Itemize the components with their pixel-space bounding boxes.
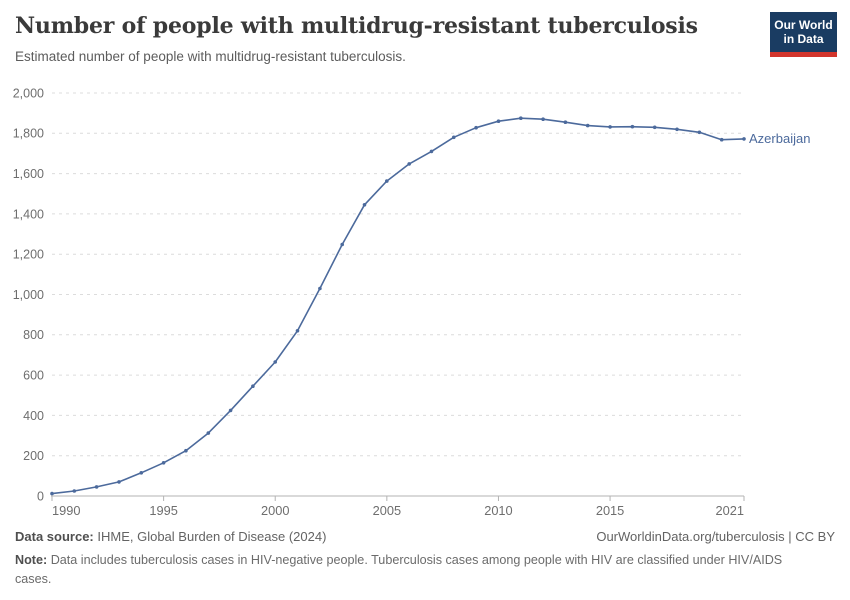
owid-logo-line1: Our World: [774, 18, 833, 32]
data-point[interactable]: [608, 125, 612, 129]
data-point[interactable]: [161, 461, 166, 465]
owid-logo-line2: in Data: [783, 32, 824, 47]
chart-footer: Data source: IHME, Global Burden of Dise…: [15, 529, 835, 589]
x-axis-tick-label: 2000: [261, 503, 289, 518]
data-point[interactable]: [675, 127, 679, 132]
y-axis-tick-label: 800: [23, 328, 44, 342]
series-label[interactable]: Azerbaijan: [749, 131, 810, 146]
data-point[interactable]: [94, 485, 99, 489]
line-chart[interactable]: 0 200 400 600 800 1,000 1,200 1,400 1,600 1,800 2,…: [0, 80, 850, 530]
data-point[interactable]: [340, 242, 345, 247]
data-point[interactable]: [273, 360, 278, 364]
data-point[interactable]: [117, 480, 121, 484]
data-point[interactable]: [318, 286, 322, 291]
data-source-label: Data source:: [15, 529, 94, 544]
y-axis-tick-label: 1,200: [13, 248, 44, 262]
owid-logo[interactable]: Our World in Data: [770, 12, 837, 57]
data-point[interactable]: [251, 384, 255, 389]
y-axis-tick-label: 200: [23, 449, 44, 463]
x-axis-tick-label: 1990: [52, 503, 80, 518]
x-axis-tick-label: 2010: [484, 503, 512, 518]
data-point[interactable]: [719, 137, 724, 142]
data-point[interactable]: [429, 149, 434, 154]
y-axis-tick-label: 0: [37, 489, 44, 503]
y-axis-tick-label: 1,000: [13, 288, 44, 302]
y-axis-tick-label: 1,600: [13, 167, 44, 181]
data-point[interactable]: [407, 162, 412, 166]
data-source-text: IHME, Global Burden of Disease (2024): [97, 529, 327, 544]
chart-note: Note: Data includes tuberculosis cases i…: [15, 551, 818, 589]
note-text: Data includes tuberculosis cases in HIV-…: [15, 553, 783, 586]
owid-license-link[interactable]: OurWorldinData.org/tuberculosis | CC BY: [596, 529, 835, 544]
x-axis-tick-label: 2005: [373, 503, 401, 518]
data-point[interactable]: [585, 123, 590, 128]
data-point[interactable]: [50, 491, 54, 496]
y-axis-tick-label: 600: [23, 368, 44, 382]
data-point[interactable]: [630, 124, 635, 129]
data-point[interactable]: [206, 431, 211, 435]
note-label: Note:: [15, 553, 48, 567]
chart-header: Number of people with multidrug-resistan…: [15, 13, 755, 65]
data-point[interactable]: [139, 471, 144, 475]
data-point[interactable]: [541, 117, 545, 121]
chart-subtitle: Estimated number of people with multidru…: [15, 48, 406, 64]
source-row: Data source: IHME, Global Burden of Dise…: [15, 529, 835, 544]
data-point[interactable]: [496, 119, 501, 123]
y-axis-tick-label: 400: [23, 409, 44, 423]
data-point[interactable]: [385, 179, 389, 183]
data-point[interactable]: [295, 329, 300, 333]
data-point[interactable]: [228, 408, 233, 413]
data-point[interactable]: [72, 489, 77, 493]
data-point[interactable]: [519, 116, 523, 120]
data-point[interactable]: [563, 120, 568, 124]
x-axis-tick-label: 2021: [716, 503, 744, 518]
x-axis-tick-label: 2015: [596, 503, 624, 518]
data-point[interactable]: [184, 448, 188, 453]
data-point[interactable]: [452, 135, 456, 140]
y-axis-tick-label: 2,000: [13, 86, 44, 100]
data-point[interactable]: [742, 137, 746, 141]
data-source: Data source: IHME, Global Burden of Dise…: [15, 529, 326, 544]
data-point[interactable]: [474, 125, 478, 130]
y-axis-tick-label: 1,800: [13, 127, 44, 141]
x-axis-tick-label: 1995: [149, 503, 177, 518]
data-point[interactable]: [697, 130, 702, 135]
data-point[interactable]: [652, 125, 657, 130]
data-point[interactable]: [362, 203, 367, 207]
y-axis-tick-label: 1,400: [13, 207, 44, 221]
data-line: [51, 117, 745, 495]
page-title: Number of people with multidrug-resistan…: [15, 13, 698, 39]
